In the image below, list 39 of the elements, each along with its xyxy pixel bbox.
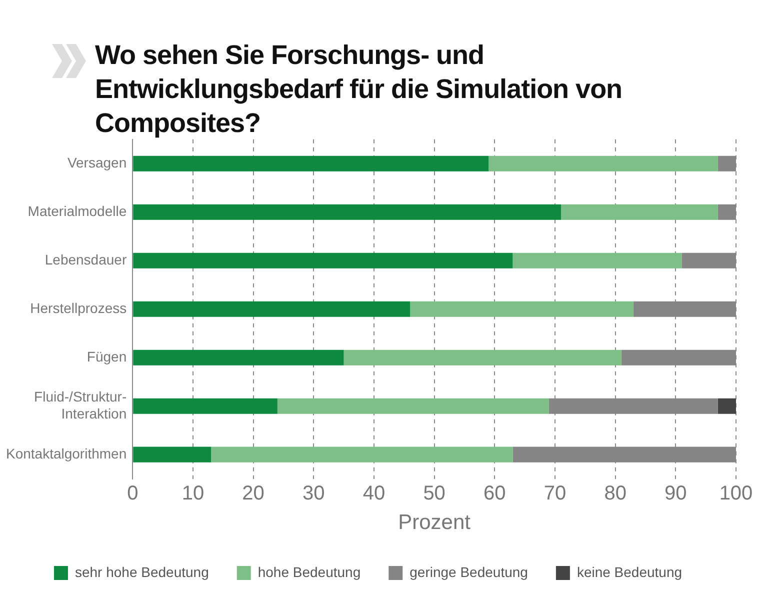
x-tick-label: 90 [664,482,687,504]
bar [133,204,562,220]
y-tick-label: Versagen [67,154,127,170]
bar [344,350,622,366]
bar [133,301,410,317]
x-tick-label: 20 [242,482,264,504]
bar [133,350,344,366]
bar [133,252,513,268]
x-tick-label: 60 [484,482,506,504]
y-tick-label: Kontaktalgorithmen [6,445,127,462]
x-tick-label: 10 [182,482,204,504]
legend-label: geringe Bedeutung [410,564,528,580]
y-tick-label: Fluid-/Struktur-Interaktion [34,388,127,422]
x-axis-title: Prozent [398,511,471,534]
x-tick-label: 70 [544,482,566,504]
bar [133,398,278,414]
x-tick-label: 50 [423,482,446,504]
bar [561,204,718,220]
x-tick-label: 30 [302,482,325,504]
bar [410,301,634,317]
legend-label: sehr hohe Bedeutung [74,564,209,580]
bar [512,252,682,268]
bar [277,398,549,414]
x-tick-label: 80 [604,482,626,504]
bar [488,156,718,172]
bar [133,156,489,172]
y-tick-label: Herstellprozess [30,300,127,316]
bar [133,446,212,462]
x-tick-label: 0 [127,482,138,504]
y-tick-label: Lebensdauer [44,251,127,268]
legend-label: keine Bedeutung [576,564,682,580]
x-tick-label: 40 [362,482,386,504]
legend-label: hohe Bedeutung [258,564,361,580]
y-tick-label: Materialmodelle [28,202,127,219]
y-tick-label: Fügen [86,348,127,364]
x-tick-label: 100 [719,482,753,504]
bar [718,398,736,414]
chart-title: Wo sehen Sie Forschungs- und Entwicklungsbedarf für die Simulation von Composites? [95,39,624,140]
bar [211,446,513,462]
